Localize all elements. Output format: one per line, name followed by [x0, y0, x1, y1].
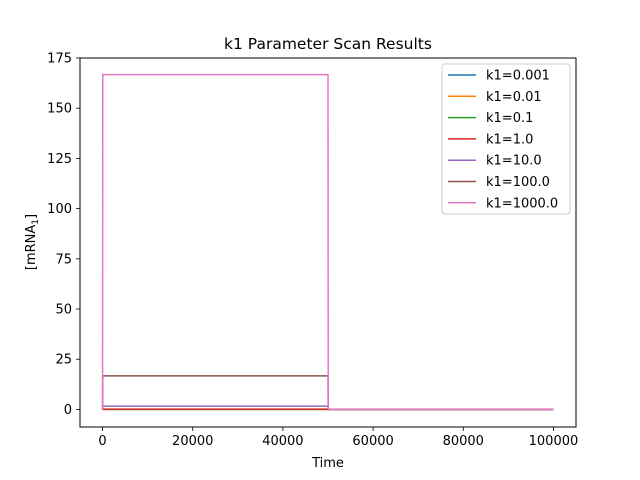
legend-label-0: k1=0.001 — [486, 69, 550, 84]
y-axis-label-suffix: ] — [24, 214, 39, 219]
plot-lines — [101, 73, 554, 411]
x-tick-label: 20000 — [172, 434, 213, 449]
y-tick-label: 125 — [47, 152, 72, 167]
y-axis: 0 25 50 75 100 125 150 175 — [47, 52, 80, 418]
plot-frame — [79, 57, 577, 428]
legend-label-2: k1=0.1 — [486, 111, 533, 126]
y-tick-label: 100 — [47, 202, 72, 217]
y-axis-label-subscript: 1 — [31, 219, 41, 225]
legend-label-4: k1=10.0 — [486, 154, 542, 169]
x-tick-label: 100000 — [529, 434, 579, 449]
y-tick-label: 150 — [47, 102, 72, 117]
y-tick-label: 0 — [64, 403, 72, 418]
x-tick-label: 40000 — [262, 434, 303, 449]
legend-label-5: k1=100.0 — [486, 175, 550, 190]
y-axis-label: [mRNA1] — [24, 214, 41, 270]
x-tick-label: 60000 — [352, 434, 393, 449]
series-line-6 — [101, 73, 554, 411]
x-axis-label: Time — [311, 456, 344, 471]
x-tick-label: 80000 — [443, 434, 484, 449]
y-tick-label: 175 — [47, 52, 72, 67]
y-tick-label: 75 — [55, 252, 72, 267]
legend-label-1: k1=0.01 — [486, 90, 542, 105]
x-tick-label: 0 — [98, 434, 106, 449]
legend-box — [441, 63, 571, 215]
y-axis-label-main: [mRNA — [24, 225, 39, 270]
y-tick-label: 25 — [55, 353, 72, 368]
chart-title: k1 Parameter Scan Results — [224, 35, 432, 53]
legend-label-3: k1=1.0 — [486, 132, 533, 147]
x-axis: 0 20000 40000 60000 80000 100000 — [98, 427, 578, 449]
y-tick-label: 50 — [55, 303, 72, 318]
legend-label-6: k1=1000.0 — [486, 196, 558, 211]
legend: k1=0.001 k1=0.01 k1=0.1 k1=1.0 k1=10.0 k1=100… — [441, 63, 571, 215]
